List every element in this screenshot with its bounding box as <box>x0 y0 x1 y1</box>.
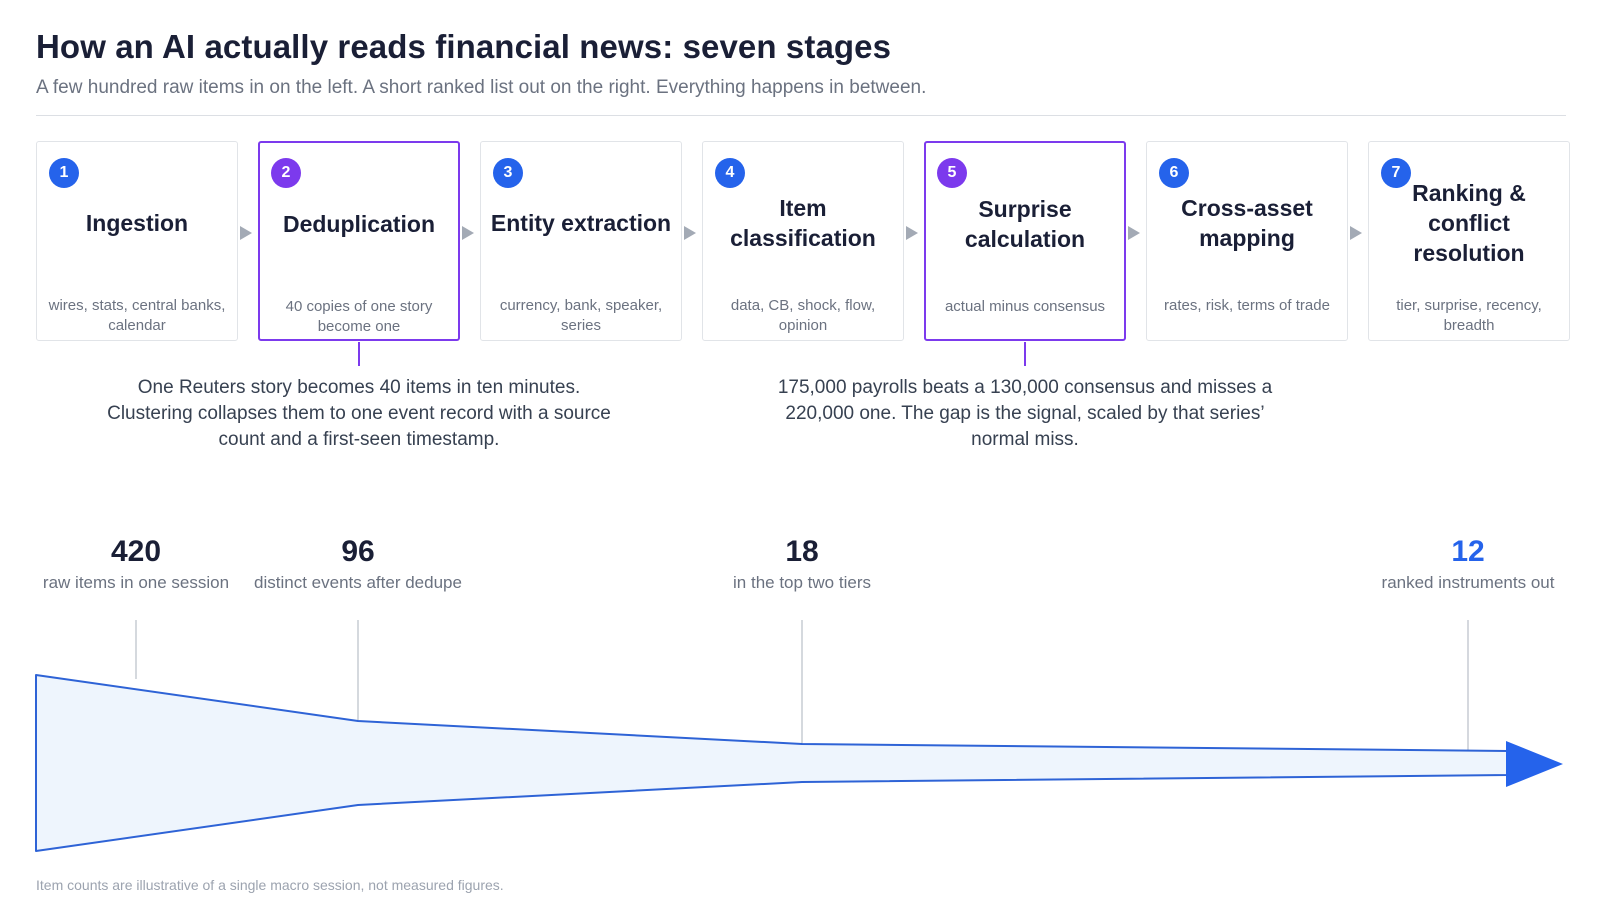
metric-top-tiers: 18 in the top two tiers <box>692 534 912 594</box>
stage-number-badge: 2 <box>271 158 301 188</box>
metric-value: 420 <box>110 535 162 568</box>
flow-arrow-icon <box>240 226 252 240</box>
metric-label: distinct events after dedupe <box>254 573 462 592</box>
stage-number-badge: 1 <box>49 158 79 188</box>
stage-description: wires, stats, central banks, calendar <box>48 297 226 334</box>
page-subtitle: A few hundred raw items in on the left. … <box>36 77 927 98</box>
stage-number-badge: 7 <box>1381 158 1411 188</box>
metric-distinct-events: 96 distinct events after dedupe <box>248 534 468 594</box>
stage-name: Item classification <box>730 195 876 251</box>
metric-label: raw items in one session <box>42 573 230 592</box>
header-divider <box>36 115 1566 116</box>
funnel-arrowhead-icon <box>1506 741 1563 787</box>
metric-value: 12 <box>1451 535 1485 568</box>
stage-name: Ingestion <box>85 210 189 236</box>
stage-description: rates, risk, terms of trade <box>1164 297 1330 314</box>
stage-description: actual minus consensus <box>944 298 1106 315</box>
stage-description: data, CB, shock, flow, opinion <box>730 297 876 334</box>
flow-arrow-icon <box>1128 226 1140 240</box>
metric-label: ranked instruments out <box>1381 573 1555 592</box>
stage-number-badge: 5 <box>937 158 967 188</box>
stage-card-ranking: 7 Ranking & conflict resolution tier, su… <box>1368 141 1570 341</box>
stage-card-deduplication: 2 Deduplication 40 copies of one story b… <box>258 141 460 341</box>
metric-raw-items: 420 raw items in one session <box>26 534 246 594</box>
flow-arrow-icon <box>684 226 696 240</box>
funnel-shape <box>35 674 1509 852</box>
stage-card-entity-extraction: 3 Entity extraction currency, bank, spea… <box>480 141 682 341</box>
stage-number-badge: 3 <box>493 158 523 188</box>
stage-name: Cross-asset mapping <box>1181 195 1313 251</box>
stage-name: Surprise calculation <box>964 196 1086 252</box>
stage-card-surprise-calculation: 5 Surprise calculation actual minus cons… <box>924 141 1126 341</box>
stage-number-badge: 6 <box>1159 158 1189 188</box>
dedup-note-connector <box>358 342 360 366</box>
stage-card-item-classification: 4 Item classification data, CB, shock, f… <box>702 141 904 341</box>
stage-description: 40 copies of one story become one <box>285 298 433 335</box>
footnote: Item counts are illustrative of a single… <box>36 877 504 893</box>
stage-name: Entity extraction <box>490 210 672 236</box>
stage-card-ingestion: 1 Ingestion wires, stats, central banks,… <box>36 141 238 341</box>
surprise-note: 175,000 payrolls beats a 130,000 consens… <box>777 377 1273 450</box>
metric-label: in the top two tiers <box>733 573 871 592</box>
stage-name: Ranking & conflict resolution <box>1412 180 1526 266</box>
flow-arrow-icon <box>462 226 474 240</box>
stage-card-cross-asset-mapping: 6 Cross-asset mapping rates, risk, terms… <box>1146 141 1348 341</box>
stage-description: currency, bank, speaker, series <box>499 297 663 334</box>
metric-value: 18 <box>785 535 819 568</box>
stage-number-badge: 4 <box>715 158 745 188</box>
surprise-note-connector <box>1024 342 1026 366</box>
stage-name: Deduplication <box>282 211 436 237</box>
flow-arrow-icon <box>906 226 918 240</box>
flow-arrow-icon <box>1350 226 1362 240</box>
dedup-note: One Reuters story becomes 40 items in te… <box>107 377 611 450</box>
metric-value: 96 <box>341 535 375 568</box>
stage-description: tier, surprise, recency, breadth <box>1396 297 1542 334</box>
metric-ranked-instruments: 12 ranked instruments out <box>1358 534 1578 594</box>
page-title: How an AI actually reads financial news:… <box>36 28 892 65</box>
